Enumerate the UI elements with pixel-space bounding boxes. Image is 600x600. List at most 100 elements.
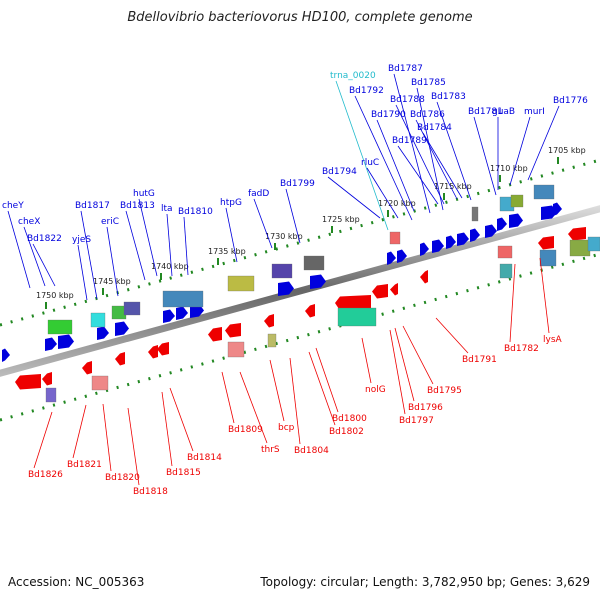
gene-leader-line: [183, 216, 189, 276]
gene-block: [123, 301, 141, 316]
gene-leader-line: [361, 337, 372, 384]
gene-label: Bd1822: [27, 234, 62, 244]
gene-label: Bd1797: [399, 416, 434, 426]
tick-label: 1730 kbp: [265, 232, 303, 241]
reverse-gene-arrow: [568, 227, 586, 241]
gene-leader-line: [7, 210, 31, 289]
gene-label: Bd1814: [187, 453, 222, 463]
gene-label: fadD: [248, 189, 269, 199]
accession-text: Accession: NC_005363: [8, 575, 145, 589]
reverse-gene-arrow: [264, 314, 274, 328]
gene-label: Bd1809: [228, 425, 263, 435]
gene-block: [569, 239, 591, 257]
gene-label: eriC: [101, 217, 119, 227]
gene-label: Bd1804: [294, 446, 329, 456]
gene-leader-line: [138, 198, 158, 277]
gene-label: htpG: [220, 198, 242, 208]
gene-leader-line: [285, 188, 301, 244]
gene-leader-line: [269, 359, 285, 422]
gene-leader-line: [393, 73, 431, 214]
gene-block: [227, 275, 255, 292]
gene-label: Bd1820: [105, 473, 140, 483]
gene-label: murI: [524, 107, 545, 117]
gene-label: Bd1788: [390, 95, 425, 105]
gene-label: cheX: [18, 217, 40, 227]
gene-leader-line: [127, 407, 140, 486]
gene-label: Bd1789: [392, 136, 427, 146]
gene-leader-line: [397, 145, 439, 205]
gene-label: Bd1817: [75, 201, 110, 211]
forward-gene-arrow: [97, 326, 109, 340]
gene-block: [471, 206, 479, 222]
gene-label: nolG: [365, 385, 386, 395]
tick-label: 1710 kbp: [490, 164, 528, 173]
gene-leader-line: [23, 226, 46, 287]
lower-tick-rail: [0, 252, 600, 422]
gene-leader-line: [166, 213, 173, 277]
gene-label: Bd1781: [468, 107, 503, 117]
gene-block: [389, 231, 401, 245]
reverse-gene-arrow: [208, 327, 222, 342]
gene-label: Bd1791: [462, 355, 497, 365]
gene-leader-line: [335, 80, 389, 231]
tick-label: 1720 kbp: [378, 199, 416, 208]
gene-label: guaB: [492, 107, 515, 117]
gene-leader-line: [72, 404, 87, 459]
gene-leader-line: [225, 207, 238, 263]
gene-leader-line: [221, 371, 235, 424]
gene-leader-line: [102, 403, 112, 472]
reverse-gene-arrow: [335, 295, 371, 311]
gene-block: [533, 184, 555, 200]
gene-label: Bd1826: [28, 470, 63, 480]
gene-label: Bd1790: [371, 110, 406, 120]
genome-summary-text: Topology: circular; Length: 3,782,950 bp…: [260, 575, 590, 589]
forward-gene-arrow: [45, 337, 57, 351]
gene-leader-line: [239, 371, 268, 444]
upper-tick-rail: [0, 158, 600, 327]
gene-block: [227, 341, 245, 358]
gene-block: [303, 255, 325, 271]
forward-gene-arrow: [2, 348, 10, 362]
gene-label: Bd1784: [417, 123, 452, 133]
tick-label: 1715 kbp: [434, 182, 472, 191]
gene-leader-line: [473, 116, 497, 196]
gene-label: Bd1795: [427, 386, 462, 396]
gene-label: Bd1786: [410, 110, 445, 120]
gene-label: Bd1815: [166, 468, 201, 478]
reverse-gene-arrow: [225, 323, 241, 338]
tick-label: 1735 kbp: [208, 247, 246, 256]
gene-label: bcp: [278, 423, 295, 433]
forward-gene-arrow: [58, 334, 74, 349]
gene-block: [47, 319, 73, 335]
gene-label: Bd1792: [349, 86, 384, 96]
gene-block: [90, 312, 106, 328]
reverse-gene-arrow: [148, 345, 158, 359]
gene-label: hutG: [133, 189, 155, 199]
forward-gene-arrow: [278, 281, 294, 296]
gene-leader-line: [416, 87, 444, 211]
tick-label: 1725 kbp: [322, 215, 360, 224]
gene-block: [337, 307, 377, 327]
gene-leader-line: [80, 210, 98, 300]
reverse-gene-arrow: [15, 374, 41, 390]
gene-leader-line: [395, 104, 445, 205]
gene-leader-line: [289, 357, 301, 445]
forward-gene-arrow: [432, 239, 444, 253]
gene-leader-line: [422, 132, 463, 199]
reverse-gene-arrow: [538, 236, 554, 250]
reverse-gene-arrow: [372, 284, 388, 299]
gene-leader-line: [253, 198, 273, 249]
gene-block: [539, 249, 557, 267]
gene-label: Bd1810: [178, 207, 213, 217]
forward-gene-arrow: [310, 274, 326, 289]
forward-gene-arrow: [397, 249, 407, 263]
gene-label: Bd1783: [431, 92, 466, 102]
gene-leader-line: [169, 387, 194, 452]
gene-block: [267, 333, 277, 348]
reverse-gene-arrow: [390, 283, 398, 296]
forward-gene-arrow: [163, 309, 175, 323]
reverse-gene-arrow: [157, 342, 169, 356]
reverse-gene-arrow: [420, 270, 428, 284]
forward-gene-arrow: [446, 235, 456, 249]
